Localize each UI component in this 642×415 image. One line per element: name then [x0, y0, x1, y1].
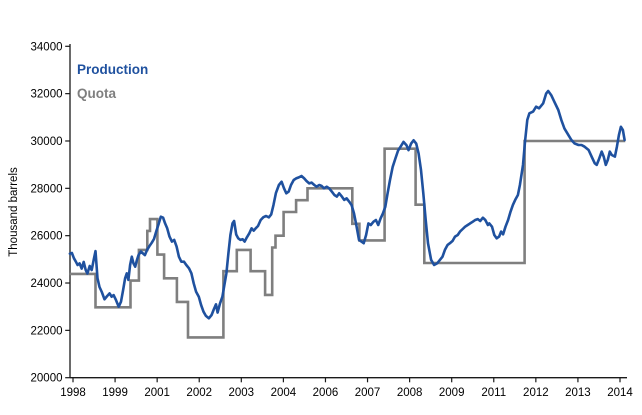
x-tick-label: 2012	[523, 387, 549, 399]
y-tick-label: 34000	[31, 41, 63, 53]
x-tick-label: 2011	[481, 387, 506, 399]
y-tick-label: 30000	[31, 136, 63, 148]
x-tick-label: 2008	[397, 387, 423, 399]
y-tick-label: 24000	[31, 278, 63, 290]
x-tick-label: 2003	[229, 387, 255, 399]
x-tick-label: 2014	[607, 387, 633, 399]
y-tick-label: 32000	[31, 89, 63, 101]
x-tick-label: 2001	[144, 387, 170, 399]
axes	[69, 44, 627, 379]
x-tick-label: 1998	[60, 387, 86, 399]
y-tick-label: 28000	[31, 183, 63, 195]
legend: Production Quota	[77, 63, 148, 111]
x-tick-label: 2002	[186, 387, 212, 399]
x-tick-label: 2004	[271, 387, 297, 399]
x-tick-label: 2007	[355, 387, 381, 399]
x-tick-label: 2013	[565, 387, 591, 399]
y-axis-title: Thousand barrels	[8, 167, 20, 257]
y-tick-label: 20000	[31, 373, 63, 385]
quota-line	[69, 139, 626, 339]
legend-production-label: Production	[77, 62, 149, 77]
production-line	[68, 89, 626, 320]
x-tick-label: 1999	[102, 387, 128, 399]
y-tick-label: 26000	[31, 231, 63, 243]
x-tick-label: 2006	[313, 387, 339, 399]
legend-quota-label: Quota	[77, 86, 116, 101]
x-tick-label: 2009	[439, 387, 465, 399]
y-tick-label: 22000	[31, 325, 63, 337]
